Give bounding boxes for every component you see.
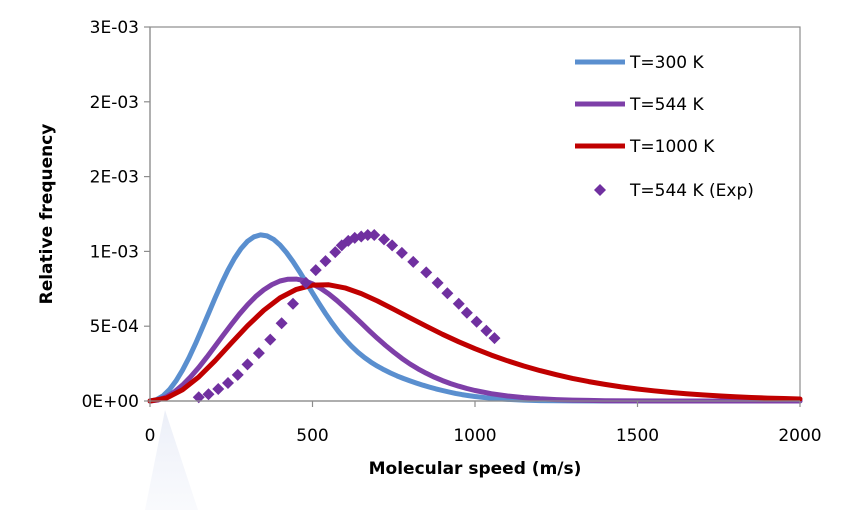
x-tick-label: 1500 (616, 426, 659, 446)
legend-label: T=1000 K (629, 137, 715, 157)
data-point (386, 239, 399, 252)
series-line-1 (147, 276, 803, 404)
data-point (470, 315, 483, 328)
data-point (441, 287, 454, 300)
data-point (241, 358, 254, 371)
data-point (264, 333, 277, 346)
data-point (407, 255, 420, 268)
y-ticks: 0E+00 5E-04 1E-03 2E-03 2E-03 3E-03 (82, 18, 150, 412)
data-point (460, 306, 473, 319)
data-point (222, 377, 234, 390)
x-ticks: 0 500 1000 1500 2000 (145, 401, 822, 446)
data-point (300, 276, 312, 289)
data-point (212, 383, 225, 396)
plot-area-border (149, 26, 801, 402)
data-point (488, 332, 501, 345)
x-tick-label: 1000 (453, 426, 496, 446)
data-point (192, 391, 205, 404)
data-point (361, 228, 374, 241)
y-tick-label: 2E-03 (90, 168, 139, 188)
data-point (378, 233, 390, 246)
data-point (452, 297, 465, 310)
legend-swatch (594, 184, 606, 196)
x-tick-label: 0 (145, 426, 156, 446)
x-tick-label: 2000 (778, 426, 821, 446)
legend: T=300 K T=544 K T=1000 K T=544 K (Exp) (575, 53, 754, 201)
y-tick-label: 2E-03 (90, 93, 139, 113)
data-point (231, 368, 244, 381)
x-axis-title: Molecular speed (m/s) (369, 459, 582, 479)
legend-label: T=544 K (629, 95, 704, 115)
legend-label: T=300 K (629, 53, 704, 73)
series-line-0 (147, 232, 803, 404)
artifact-shape (145, 410, 198, 510)
data-point (395, 246, 408, 259)
data-point (480, 324, 493, 337)
y-tick-label: 5E-04 (90, 317, 139, 337)
series-line-2 (147, 282, 803, 404)
y-axis-title: Relative frequency (37, 124, 57, 305)
data-point (287, 297, 299, 310)
series-layer (147, 228, 803, 404)
y-tick-label: 1E-03 (90, 242, 139, 262)
data-point (420, 266, 433, 279)
data-point (275, 317, 288, 330)
x-tick-label: 500 (296, 426, 328, 446)
data-point (329, 246, 342, 259)
data-point (368, 228, 381, 241)
data-point (202, 388, 215, 401)
y-tick-label: 3E-03 (90, 18, 139, 38)
data-point (319, 255, 332, 268)
legend-label: T=544 K (Exp) (629, 181, 754, 201)
data-point (309, 264, 322, 277)
data-point (431, 276, 444, 289)
data-point (252, 347, 265, 360)
y-tick-label: 0E+00 (82, 392, 139, 412)
